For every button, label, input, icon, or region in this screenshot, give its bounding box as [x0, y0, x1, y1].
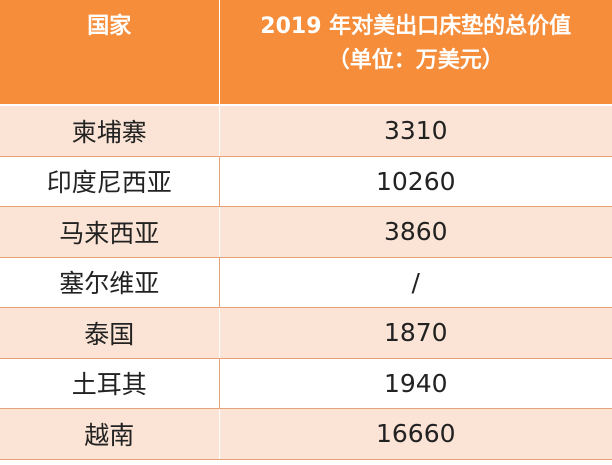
- value-cell: 1870: [219, 307, 612, 359]
- table-row: 柬埔寨 3310: [0, 105, 612, 157]
- table-row: 马来西亚 3860: [0, 206, 612, 258]
- country-cell: 泰国: [0, 307, 220, 359]
- value-cell: 10260: [219, 156, 612, 207]
- value-cell: 3310: [219, 105, 612, 157]
- table-row: 土耳其 1940: [0, 358, 612, 409]
- header-value-title: 2019 年对美出口床垫的总价值: [260, 14, 572, 39]
- table-row: 印度尼西亚 10260: [0, 156, 612, 207]
- value-cell: 1940: [219, 358, 612, 409]
- header-value: 2019 年对美出口床垫的总价值 （单位：万美元）: [219, 0, 612, 106]
- table-body: 柬埔寨 3310 印度尼西亚 10260 马来西亚 3860 塞尔维亚 / 泰国…: [0, 105, 612, 460]
- header-country: 国家: [0, 0, 220, 106]
- country-cell: 马来西亚: [0, 206, 220, 258]
- country-cell: 越南: [0, 408, 220, 460]
- table-header: 国家 2019 年对美出口床垫的总价值 （单位：万美元）: [0, 0, 612, 106]
- value-cell: /: [219, 257, 612, 308]
- header-row: 国家 2019 年对美出口床垫的总价值 （单位：万美元）: [0, 0, 612, 106]
- country-cell: 土耳其: [0, 358, 220, 409]
- value-cell: 16660: [219, 408, 612, 460]
- table-row: 塞尔维亚 /: [0, 257, 612, 308]
- value-cell: 3860: [219, 206, 612, 258]
- country-cell: 柬埔寨: [0, 105, 220, 157]
- header-country-label: 国家: [87, 14, 132, 39]
- table-row: 泰国 1870: [0, 307, 612, 359]
- table-row: 越南 16660: [0, 408, 612, 460]
- country-cell: 塞尔维亚: [0, 257, 220, 308]
- country-cell: 印度尼西亚: [0, 156, 220, 207]
- header-value-unit: （单位：万美元）: [327, 48, 504, 73]
